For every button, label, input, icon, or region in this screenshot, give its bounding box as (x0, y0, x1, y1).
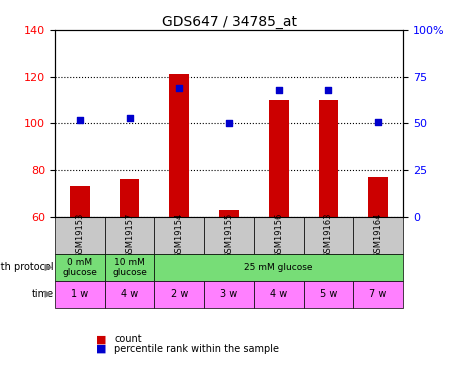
Text: 4 w: 4 w (270, 289, 287, 299)
Bar (169, 74, 189, 217)
Text: 2 w: 2 w (170, 289, 188, 299)
FancyBboxPatch shape (353, 281, 403, 308)
FancyBboxPatch shape (105, 254, 154, 281)
Bar (219, 210, 239, 217)
Text: GSM19157: GSM19157 (125, 213, 134, 258)
FancyBboxPatch shape (154, 217, 204, 254)
FancyBboxPatch shape (105, 217, 154, 254)
FancyBboxPatch shape (353, 217, 403, 254)
Text: GSM19156: GSM19156 (274, 213, 283, 258)
Text: 5 w: 5 w (320, 289, 337, 299)
Text: growth protocol: growth protocol (0, 262, 54, 273)
Text: time: time (32, 289, 54, 299)
Text: percentile rank within the sample: percentile rank within the sample (114, 344, 279, 354)
Text: 25 mM glucose: 25 mM glucose (245, 263, 313, 272)
Bar (318, 100, 338, 217)
Text: GDS647 / 34785_at: GDS647 / 34785_at (162, 15, 296, 29)
FancyBboxPatch shape (304, 281, 353, 308)
FancyBboxPatch shape (154, 281, 204, 308)
Text: 4 w: 4 w (121, 289, 138, 299)
FancyBboxPatch shape (105, 281, 154, 308)
Text: 3 w: 3 w (220, 289, 238, 299)
Bar (120, 179, 140, 217)
FancyBboxPatch shape (204, 281, 254, 308)
FancyBboxPatch shape (154, 254, 403, 281)
FancyBboxPatch shape (254, 281, 304, 308)
Point (325, 87, 332, 93)
Text: ■: ■ (96, 344, 106, 354)
Bar (70, 186, 90, 217)
FancyBboxPatch shape (304, 217, 353, 254)
Text: GSM19153: GSM19153 (75, 213, 84, 258)
Text: 7 w: 7 w (370, 289, 387, 299)
Text: GSM19164: GSM19164 (374, 213, 383, 258)
Text: 10 mM
glucose: 10 mM glucose (112, 258, 147, 277)
Point (175, 85, 183, 91)
Point (126, 115, 133, 121)
Text: count: count (114, 334, 142, 344)
FancyBboxPatch shape (55, 281, 105, 308)
Text: GSM19155: GSM19155 (224, 213, 234, 258)
Text: ■: ■ (96, 334, 106, 344)
Text: GSM19163: GSM19163 (324, 213, 333, 258)
Point (275, 87, 283, 93)
FancyBboxPatch shape (55, 217, 105, 254)
Bar (269, 100, 289, 217)
Point (375, 118, 382, 124)
Point (225, 120, 233, 126)
FancyBboxPatch shape (254, 217, 304, 254)
Bar (368, 177, 388, 217)
FancyBboxPatch shape (204, 217, 254, 254)
Text: 1 w: 1 w (71, 289, 88, 299)
Text: 0 mM
glucose: 0 mM glucose (62, 258, 97, 277)
Text: GSM19154: GSM19154 (175, 213, 184, 258)
Point (76, 117, 83, 123)
FancyBboxPatch shape (55, 254, 105, 281)
